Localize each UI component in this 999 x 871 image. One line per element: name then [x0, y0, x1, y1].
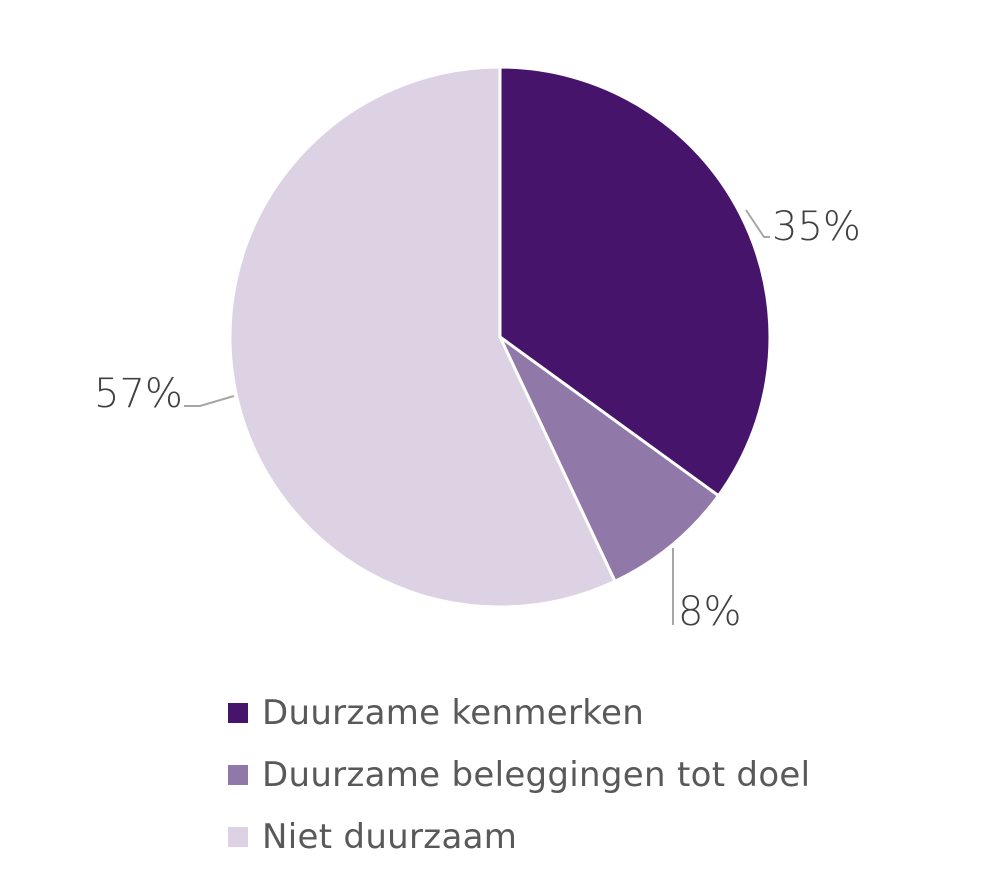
legend-item-duurzame-beleggingen: Duurzame beleggingen tot doel: [228, 744, 810, 806]
legend-swatch: [228, 827, 248, 847]
leader-line: [184, 395, 235, 407]
data-label-niet-duurzaam: 57%: [94, 371, 183, 417]
legend-label: Duurzame kenmerken: [262, 693, 645, 733]
legend-item-duurzame-kenmerken: Duurzame kenmerken: [228, 682, 810, 744]
data-label-duurzame-kenmerken: 35%: [772, 204, 861, 250]
chart-legend: Duurzame kenmerken Duurzame beleggingen …: [228, 682, 810, 868]
legend-label: Niet duurzaam: [262, 817, 518, 857]
pie-slice-duurzame-kenmerken: [498, 65, 772, 498]
data-label-duurzame-beleggingen: 8%: [678, 589, 741, 635]
leader-line: [745, 209, 770, 238]
pie-slice-niet-duurzaam: [228, 65, 617, 609]
pie-slice-duurzame-beleggingen-tot-doel: [498, 335, 721, 584]
legend-label: Duurzame beleggingen tot doel: [262, 755, 811, 795]
legend-swatch: [228, 765, 248, 785]
legend-swatch: [228, 703, 248, 723]
legend-item-niet-duurzaam: Niet duurzaam: [228, 806, 810, 868]
